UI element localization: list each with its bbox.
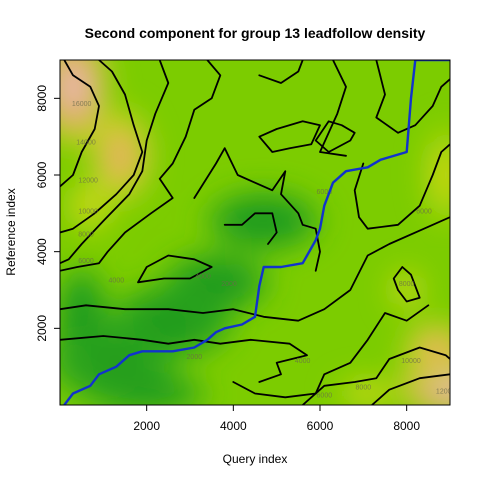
x-tick-label: 2000 — [133, 419, 160, 433]
contour-level-label: 8000 — [78, 231, 94, 238]
x-axis-label: Query index — [223, 452, 288, 466]
contour-line — [353, 143, 450, 230]
high-density-area — [419, 113, 450, 237]
high-density-area — [60, 171, 121, 241]
contour-level-label: 6000 — [78, 258, 94, 265]
y-tick-label: 2000 — [35, 315, 49, 342]
contour-line — [60, 60, 144, 234]
contour-level-label: 2000 — [187, 354, 203, 361]
contour-line — [232, 304, 430, 399]
contour-line — [392, 266, 421, 303]
contour-level-label: 14000 — [76, 139, 96, 146]
contour-line — [223, 212, 278, 245]
contour-level-label: 10000 — [78, 208, 98, 215]
contour-line — [375, 60, 450, 134]
contour-labels: 16000 14000 12000 10000 8000 6000 4000 4000 2000… — [72, 101, 456, 399]
plot-area: 16000 14000 12000 10000 8000 6000 4000 4000 2000… — [60, 60, 456, 405]
low-density-area — [60, 259, 112, 375]
x-tick-label: 8000 — [393, 419, 420, 433]
contour-level-label: 4000 — [295, 358, 311, 365]
y-axis: 2000 4000 6000 8000 — [35, 85, 60, 342]
contour-line — [137, 254, 213, 284]
contour-level-label: 2000 — [221, 281, 237, 288]
contour-line — [60, 60, 100, 188]
y-tick-label: 8000 — [35, 85, 49, 112]
x-tick-label: 6000 — [307, 419, 334, 433]
contour-line — [258, 60, 304, 84]
heat-blobs — [60, 60, 450, 405]
low-density-area — [198, 186, 329, 256]
contour-line — [258, 120, 321, 153]
contour-level-label: 16000 — [72, 101, 92, 108]
contour-line — [60, 60, 170, 265]
contour-lines — [60, 60, 450, 405]
low-density-area — [155, 247, 277, 317]
contour-line — [301, 346, 450, 405]
contour-level-label: 6000 — [317, 392, 333, 399]
contour-line — [371, 373, 450, 405]
contour-line — [319, 60, 347, 157]
contour-level-label: 6000 — [317, 189, 333, 196]
x-axis: 2000 4000 6000 8000 — [133, 405, 420, 433]
warping-path-line — [63, 60, 450, 405]
plot-frame — [59, 59, 451, 406]
contour-level-label: 10000 — [401, 358, 421, 365]
y-tick-label: 6000 — [35, 161, 49, 188]
contour-line — [60, 216, 450, 322]
chart-title: Second component for group 13 leadfollow… — [85, 25, 426, 41]
contour-level-label: 8000 — [356, 385, 372, 392]
x-tick-label: 4000 — [220, 419, 247, 433]
y-axis-label: Reference index — [4, 188, 18, 275]
contour-level-label: 12000 — [78, 178, 98, 185]
density-heatmap — [60, 60, 450, 405]
contour-level-label: 8000 — [399, 281, 415, 288]
contour-line — [193, 147, 321, 272]
contour-level-label: 6000 — [416, 208, 432, 215]
y-tick-label: 4000 — [35, 238, 49, 265]
contour-level-label: 4000 — [109, 277, 125, 284]
contour-level-label: 4000 — [195, 274, 211, 281]
high-density-area — [398, 316, 450, 386]
contour-line — [60, 335, 308, 383]
low-density-area — [77, 370, 216, 405]
contour-line — [314, 120, 356, 153]
contour-line — [60, 60, 222, 272]
contour-level-label: 12000 — [436, 389, 456, 396]
